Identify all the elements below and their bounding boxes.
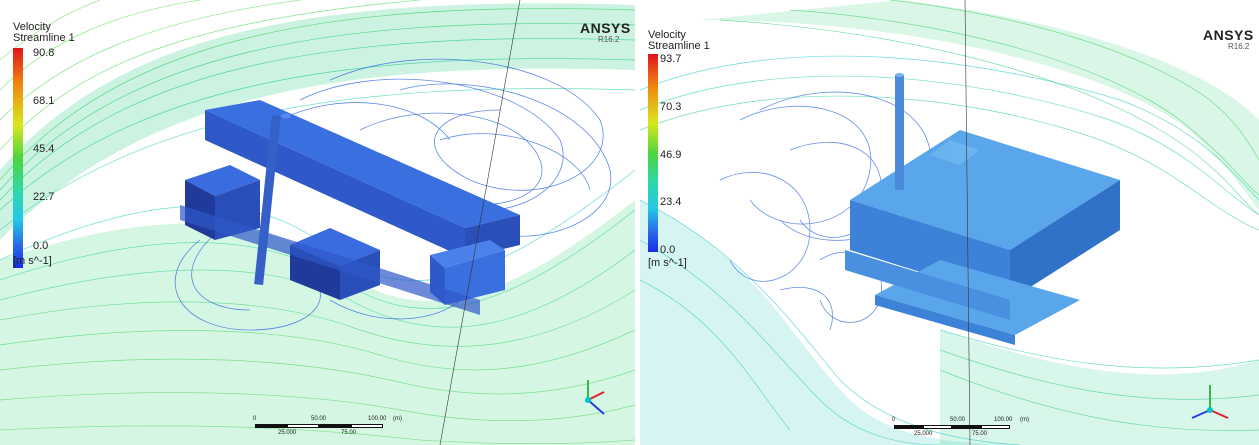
scale-segment xyxy=(894,425,923,429)
scale-label: 50.00 xyxy=(311,416,327,422)
scale-label: 25.000 xyxy=(914,431,933,437)
scale-segment xyxy=(981,425,1010,429)
left-chimney-stack xyxy=(254,113,291,286)
ansys-version: R16.2 xyxy=(1228,42,1250,51)
scale-label: 50.00 xyxy=(950,417,966,423)
legend-tick: 0.0 xyxy=(33,240,49,252)
scale-segment xyxy=(923,425,952,429)
right-cfd-scene xyxy=(640,0,1259,445)
legend-tick: 70.3 xyxy=(660,101,682,113)
legend-tick: 68.1 xyxy=(33,95,55,107)
legend-subtitle: Streamline 1 xyxy=(648,40,710,52)
legend-tick: 90.8 xyxy=(33,47,55,59)
right-upper-flow-band xyxy=(700,0,1259,210)
right-viewport[interactable]: Velocity Streamline 1 93.7 70.3 46.9 23.… xyxy=(640,0,1259,445)
legend-tick: 0.0 xyxy=(660,244,676,256)
left-cfd-scene xyxy=(0,0,635,445)
scale-label: 0 xyxy=(892,417,896,423)
legend-tick: 46.9 xyxy=(660,149,682,161)
scale-label: 25.000 xyxy=(278,430,297,436)
scale-unit: (m) xyxy=(1020,417,1029,423)
left-plane-line xyxy=(439,0,521,445)
right-chimney-stack xyxy=(895,73,904,190)
legend-title: Velocity xyxy=(13,21,51,33)
scale-segment xyxy=(255,424,287,428)
left-axis-triad xyxy=(585,380,605,415)
left-upper-flow-band xyxy=(0,3,635,240)
legend-subtitle: Streamline 1 xyxy=(13,32,75,44)
right-color-bar xyxy=(648,54,658,252)
scale-label: 100.00 xyxy=(368,416,387,422)
right-streamline-sheet xyxy=(640,0,1259,445)
scale-label: 75.00 xyxy=(341,430,357,436)
scale-segment xyxy=(351,424,383,428)
scale-label: 0 xyxy=(253,416,257,422)
legend-title: Velocity xyxy=(648,29,686,41)
scale-label: 100.00 xyxy=(994,417,1013,423)
right-axis-triad xyxy=(1191,385,1229,419)
legend-tick: 23.4 xyxy=(660,196,682,208)
legend-unit: [m s^-1] xyxy=(648,257,687,269)
right-left-flow-band xyxy=(640,200,1040,445)
ansys-logo: ANSYS xyxy=(580,20,631,36)
ansys-logo: ANSYS xyxy=(1203,27,1254,43)
scale-label: 75.00 xyxy=(972,431,988,437)
right-building-complex xyxy=(845,130,1120,345)
legend-tick: 93.7 xyxy=(660,53,682,65)
right-lower-flow-band xyxy=(940,330,1259,445)
left-viewport[interactable]: Velocity Streamline 1 90.8 68.1 45.4 22.… xyxy=(0,0,635,445)
ansys-version: R16.2 xyxy=(598,35,620,44)
scale-segment xyxy=(952,425,981,429)
legend-unit: [m s^-1] xyxy=(13,255,52,267)
scale-segment xyxy=(287,424,319,428)
scale-segment xyxy=(319,424,351,428)
legend-tick: 45.4 xyxy=(33,143,55,155)
scale-unit: (m) xyxy=(393,416,402,422)
left-color-bar xyxy=(13,48,23,268)
legend-tick: 22.7 xyxy=(33,191,55,203)
right-plane-line xyxy=(964,0,971,445)
left-lower-flow-band xyxy=(0,200,635,445)
